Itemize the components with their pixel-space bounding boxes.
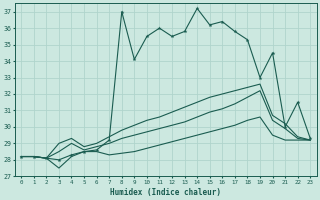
X-axis label: Humidex (Indice chaleur): Humidex (Indice chaleur) — [110, 188, 221, 197]
